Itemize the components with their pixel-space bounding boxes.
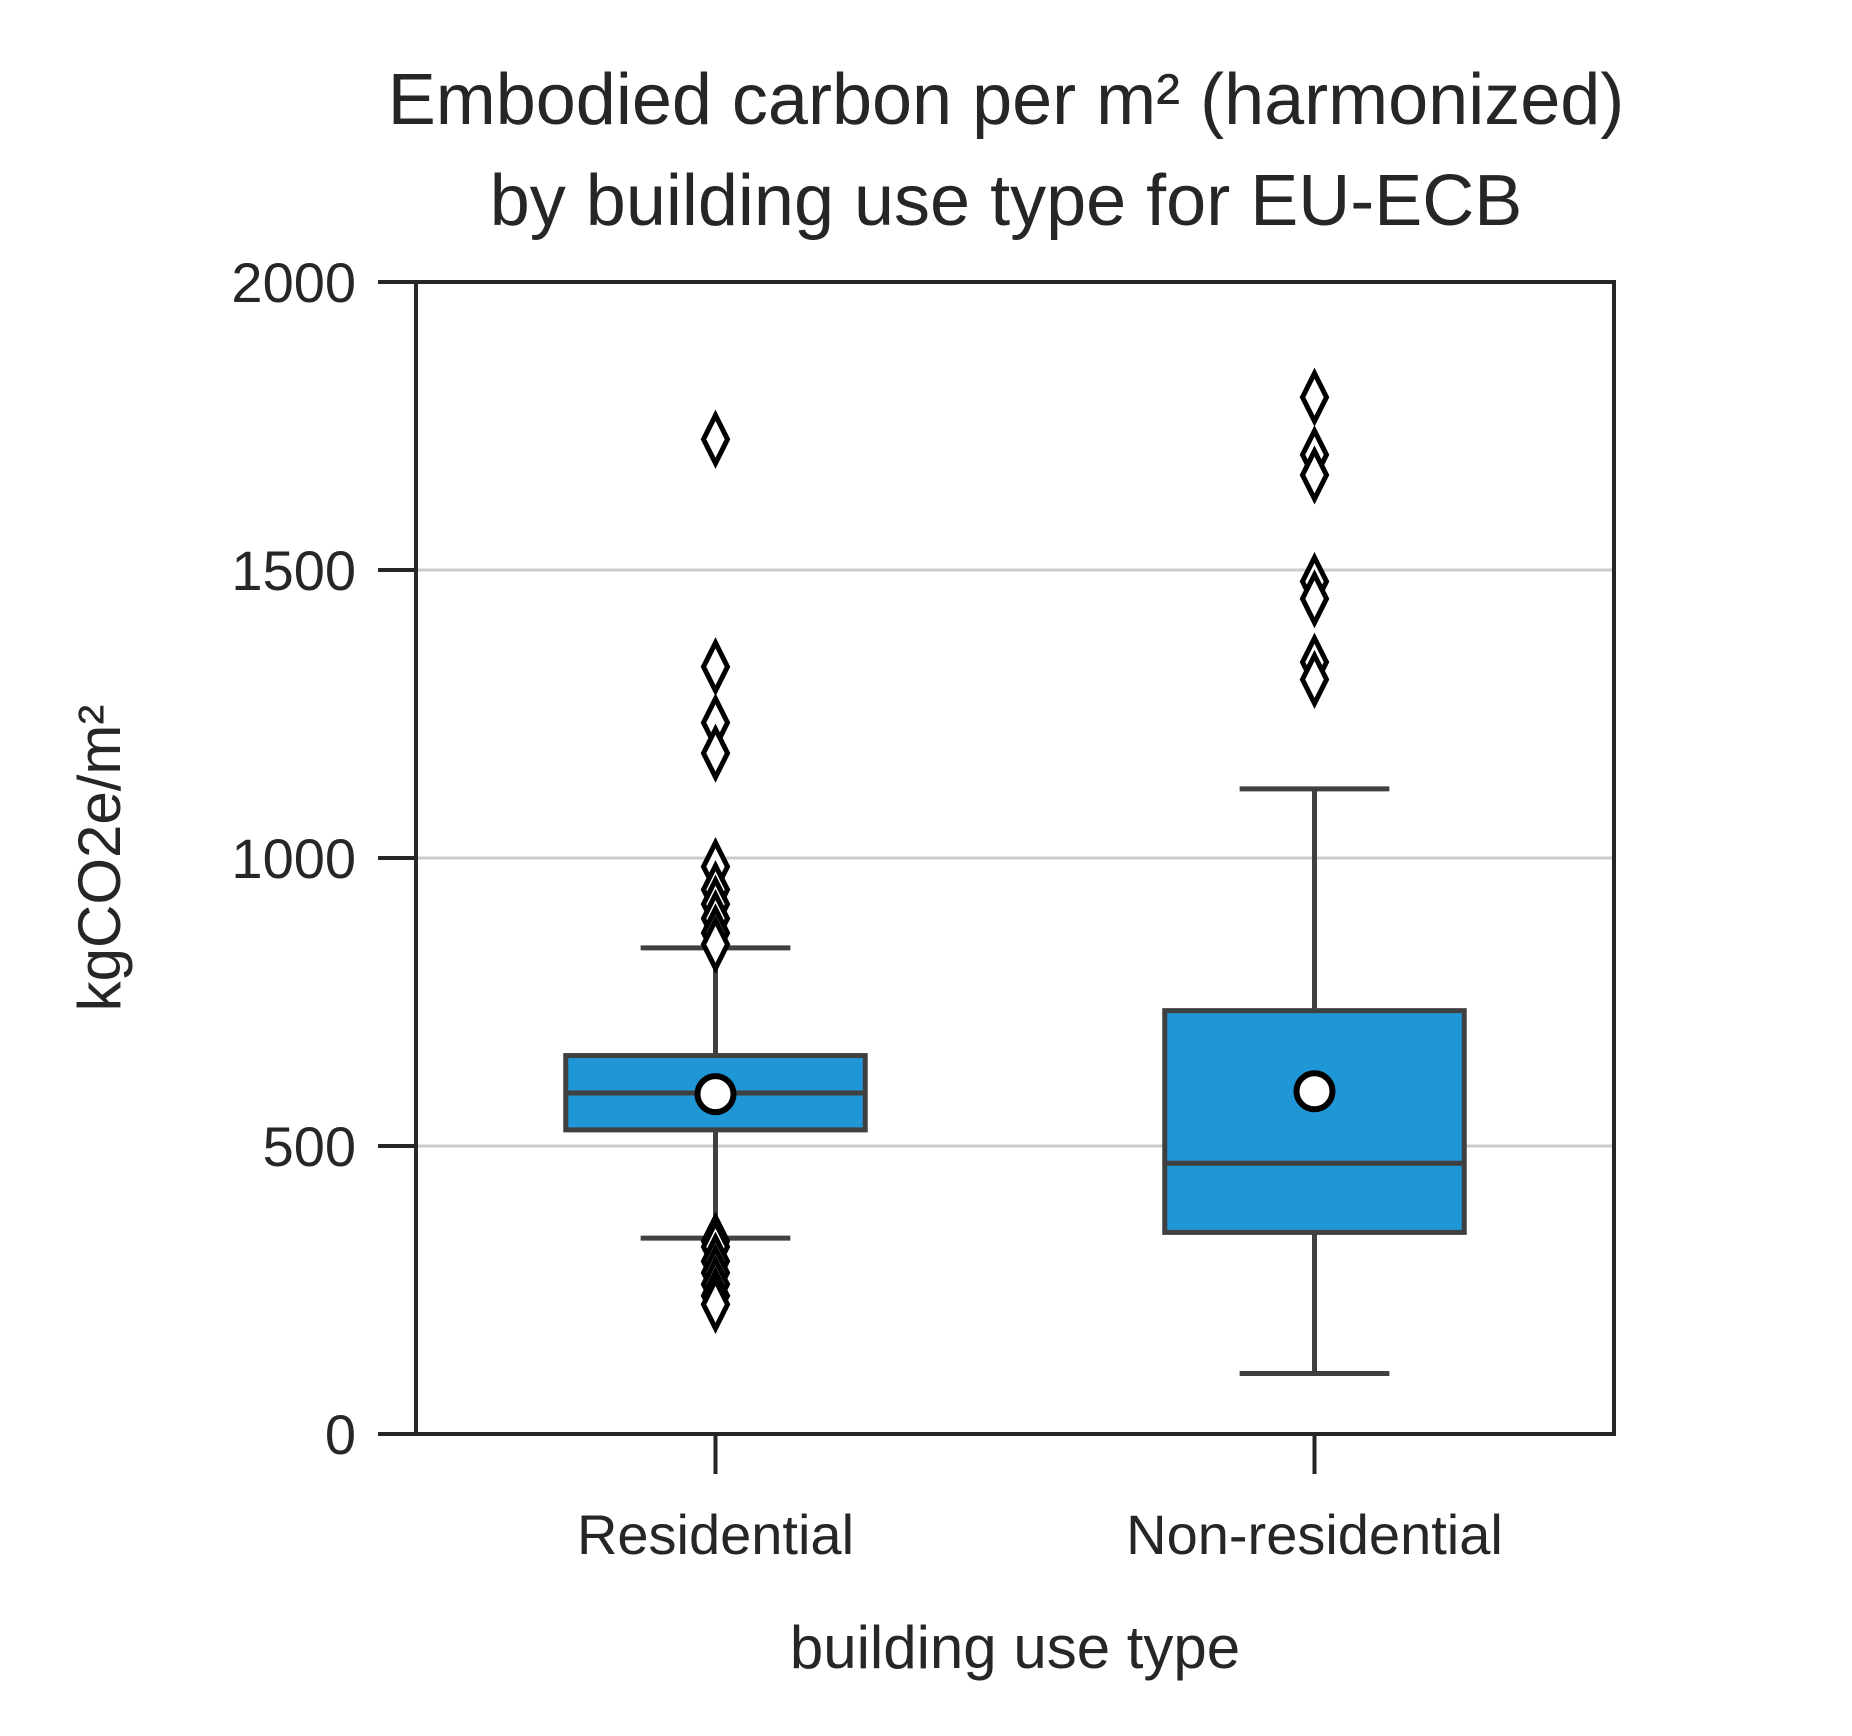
- outlier-point: [1299, 569, 1330, 629]
- chart-title-line-1: Embodied carbon per m² (harmonized): [388, 60, 1625, 140]
- plot-area: [563, 367, 1467, 1377]
- box-group-0: [563, 409, 868, 1334]
- plot-frame: [414, 280, 1616, 1436]
- outlier-point: [1299, 367, 1330, 427]
- outlier-point: [700, 723, 731, 783]
- box-iqr: [1162, 1008, 1467, 1235]
- box-group-1: [1162, 367, 1467, 1377]
- chart-title-line-2: by building use type for EU-ECB: [490, 161, 1523, 241]
- mean-marker: [1293, 1070, 1336, 1113]
- outlier-point: [1299, 445, 1330, 505]
- x-tick-label-1: Non-residential: [1126, 1503, 1503, 1566]
- outlier-point: [700, 637, 731, 697]
- x-tick-label-0: Residential: [577, 1503, 854, 1566]
- outlier-point: [700, 1274, 731, 1334]
- mean-marker: [694, 1073, 737, 1116]
- outlier-point: [700, 914, 731, 974]
- y-axis-label: kgCO2e/m²: [66, 705, 133, 1012]
- y-tick-label-500: 500: [263, 1115, 356, 1178]
- y-tick-label-2000: 2000: [231, 251, 356, 314]
- y-axis: 0 500 1000 1500 2000: [231, 251, 416, 1466]
- x-axis-label: building use type: [790, 1614, 1240, 1681]
- y-tick-label-1000: 1000: [231, 827, 356, 890]
- y-tick-label-1500: 1500: [231, 539, 356, 602]
- outlier-point: [700, 409, 731, 469]
- x-axis: Residential Non-residential: [577, 1434, 1503, 1566]
- outlier-point: [1299, 649, 1330, 710]
- y-tick-label-0: 0: [325, 1403, 356, 1466]
